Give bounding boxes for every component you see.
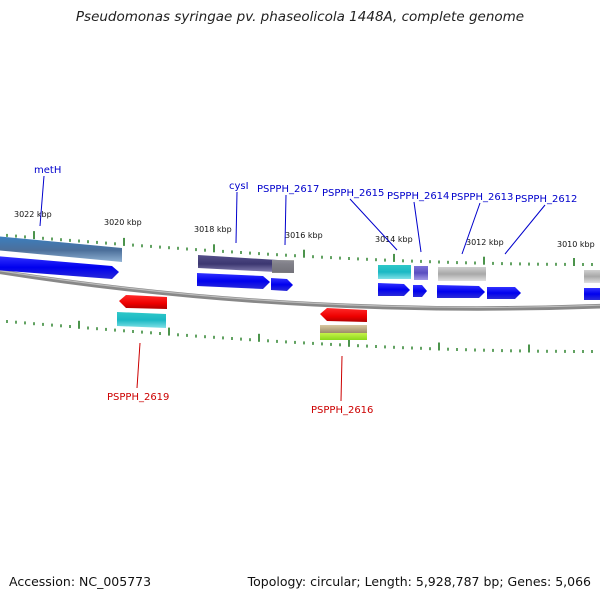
gene-label-metH[interactable]: metH <box>34 165 61 176</box>
gene-label-PSPPH_2615[interactable]: PSPPH_2615 <box>322 188 384 199</box>
kbp-label-3016: 3016 kbp <box>285 231 323 240</box>
gene-label-PSPPH_2619[interactable]: PSPPH_2619 <box>107 392 169 403</box>
gene-bar-PSPPH_2613[interactable] <box>438 267 486 281</box>
gene-bar-cysI[interactable] <box>198 255 294 273</box>
gene-label-PSPPH_2616[interactable]: PSPPH_2616 <box>311 405 373 416</box>
gene-arrow-PSPPH_2612[interactable] <box>487 287 521 299</box>
gene-bar-PSPPH_2614[interactable] <box>414 266 428 280</box>
gene-bar-PSPPH_2616[interactable] <box>320 325 367 333</box>
gene-arrow-PSPPH_2616[interactable] <box>320 308 367 322</box>
gene-label-leaders <box>39 175 546 402</box>
genome-backbone <box>0 269 600 311</box>
outer-scale-ticks <box>6 231 593 266</box>
kbp-label-3014: 3014 kbp <box>375 235 413 244</box>
position-scale-labels: 3022 kbp 3020 kbp 3018 kbp 3016 kbp 3014… <box>14 210 595 249</box>
gene-label-PSPPH_2613[interactable]: PSPPH_2613 <box>451 192 513 203</box>
gene-arrow-PSPPH_2613[interactable] <box>437 285 485 298</box>
genome-stats-text: Topology: circular; Length: 5,928,787 bp… <box>247 574 591 589</box>
gene-bar-edge[interactable] <box>584 270 600 283</box>
gene-arrow-cysI[interactable] <box>197 273 270 289</box>
kbp-label-3018: 3018 kbp <box>194 225 232 234</box>
gene-arrow-PSPPH_2615[interactable] <box>378 283 410 296</box>
kbp-label-3020: 3020 kbp <box>104 218 142 227</box>
gene-label-PSPPH_2617[interactable]: PSPPH_2617 <box>257 184 319 195</box>
gene-arrow-PSPPH_2619[interactable] <box>119 295 167 309</box>
map-title: Pseudomonas syringae pv. phaseolicola 14… <box>75 9 525 25</box>
gene-arrow-PSPPH_2617[interactable] <box>271 278 293 291</box>
inner-scale-ticks <box>6 320 593 353</box>
gene-arrow-PSPPH_2614[interactable] <box>413 285 427 297</box>
kbp-label-3010: 3010 kbp <box>557 240 595 249</box>
accession-text: Accession: NC_005773 <box>9 574 152 589</box>
gene-bar-PSPPH_2615[interactable] <box>378 265 411 279</box>
gene-arrow-edge[interactable] <box>584 288 600 300</box>
gene-bar-PSPPH_2619[interactable] <box>117 312 166 328</box>
gene-label-PSPPH_2614[interactable]: PSPPH_2614 <box>387 191 449 202</box>
kbp-label-3012: 3012 kbp <box>466 238 504 247</box>
gene-label-cysI[interactable]: cysI <box>229 181 249 192</box>
gene-labels: metH cysI PSPPH_2617 PSPPH_2615 PSPPH_26… <box>34 165 577 416</box>
gene-bar-metH[interactable] <box>0 236 122 262</box>
kbp-label-3022: 3022 kbp <box>14 210 52 219</box>
gene-features <box>0 236 600 340</box>
gene-label-PSPPH_2612[interactable]: PSPPH_2612 <box>515 194 577 205</box>
gene-arrow-metH[interactable] <box>0 256 119 279</box>
